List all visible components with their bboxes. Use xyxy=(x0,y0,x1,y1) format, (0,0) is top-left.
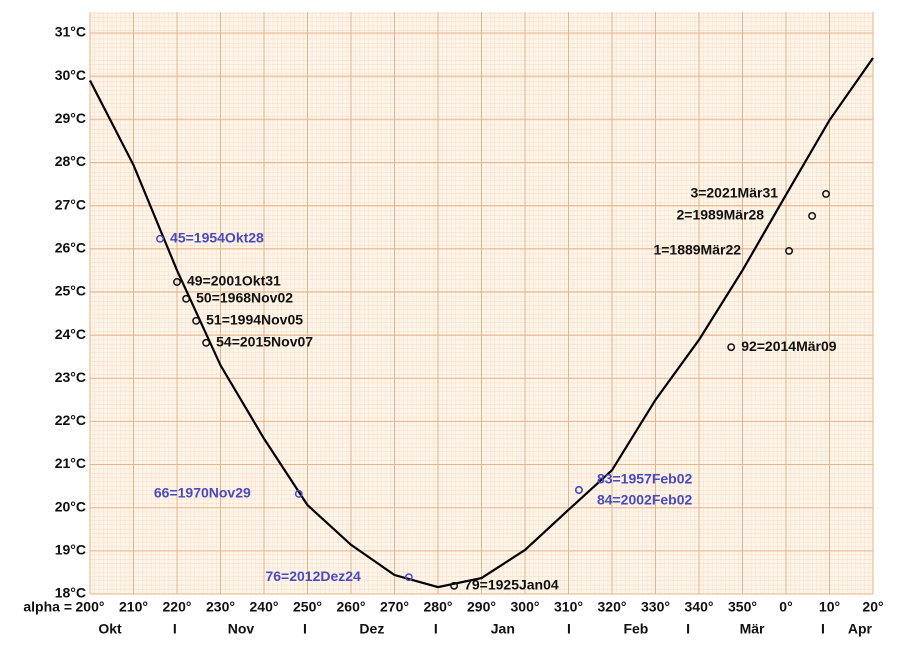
data-point xyxy=(156,234,164,243)
x-tick-label: 250° xyxy=(293,599,322,615)
month-label: Dez xyxy=(359,621,384,637)
point-label: 1=1889Mär22 xyxy=(653,242,741,258)
x-tick-label: 240° xyxy=(250,599,279,615)
x-tick-label: 340° xyxy=(685,599,714,615)
point-label: 49=2001Okt31 xyxy=(187,273,281,289)
month-label: Mär xyxy=(740,621,765,637)
data-point xyxy=(574,486,583,494)
x-tick-label: 220° xyxy=(163,599,192,615)
x-axis-label: alpha = xyxy=(23,599,72,615)
y-tick-label: 18°C xyxy=(55,585,86,601)
data-point xyxy=(808,212,817,220)
curve xyxy=(89,57,874,589)
data-point xyxy=(192,316,201,325)
x-tick-label: 310° xyxy=(554,599,583,615)
point-label: 2=1989Mär28 xyxy=(677,207,765,223)
y-tick-label: 31°C xyxy=(55,24,86,40)
month-label: Apr xyxy=(848,621,873,637)
y-tick-label: 24°C xyxy=(55,326,86,342)
point-label: 51=1994Nov05 xyxy=(206,312,303,328)
x-tick-label: 350° xyxy=(728,599,757,615)
x-tick-label: 280° xyxy=(424,599,453,615)
point-label: 45=1954Okt28 xyxy=(170,230,264,246)
y-tick-label: 23°C xyxy=(55,369,86,385)
data-point xyxy=(182,294,191,303)
month-label: Jan xyxy=(491,621,515,637)
y-tick-label: 21°C xyxy=(55,455,86,471)
month-label: Feb xyxy=(623,621,648,637)
x-tick-label: 330° xyxy=(641,599,670,615)
x-tick-label: 270° xyxy=(380,599,409,615)
x-tick-label: 260° xyxy=(337,599,366,615)
month-label: I xyxy=(821,621,825,637)
point-label: 50=1968Nov02 xyxy=(196,290,293,306)
data-point xyxy=(727,343,736,352)
point-label: 76=2012Dez24 xyxy=(265,568,361,584)
point-label: 3=2021Mär31 xyxy=(690,185,778,201)
x-tick-label: 320° xyxy=(598,599,627,615)
x-tick-label: 20° xyxy=(862,599,883,615)
month-label: I xyxy=(303,621,307,637)
y-tick-label: 22°C xyxy=(55,412,86,428)
month-label: I xyxy=(434,621,438,637)
data-point xyxy=(294,489,303,498)
y-tick-label: 30°C xyxy=(55,67,86,83)
data-point xyxy=(785,246,793,255)
y-tick-label: 29°C xyxy=(55,110,86,126)
x-tick-label: 290° xyxy=(467,599,496,615)
point-label: 54=2015Nov07 xyxy=(216,334,313,350)
x-tick-label: 200° xyxy=(76,599,105,615)
data-point xyxy=(173,278,181,286)
data-point xyxy=(450,581,459,590)
x-tick-label: 300° xyxy=(511,599,540,615)
data-point xyxy=(822,190,830,198)
y-tick-label: 25°C xyxy=(55,283,86,299)
month-label: I xyxy=(173,621,177,637)
y-tick-label: 26°C xyxy=(55,239,86,255)
point-label: 84=2002Feb02 xyxy=(597,492,693,508)
point-label: 92=2014Mär09 xyxy=(741,338,837,354)
point-label: 79=1925Jan04 xyxy=(464,577,559,593)
x-tick-label: 210° xyxy=(119,599,148,615)
x-tick-label: 230° xyxy=(206,599,235,615)
y-tick-label: 20°C xyxy=(55,498,86,514)
y-tick-label: 28°C xyxy=(55,153,86,169)
point-label: 83=1957Feb02 xyxy=(597,471,693,487)
month-label: Okt xyxy=(98,621,122,637)
x-tick-label: 0° xyxy=(779,599,792,615)
month-label: I xyxy=(686,621,690,637)
point-label: 66=1970Nov29 xyxy=(154,485,251,501)
data-point xyxy=(404,573,413,582)
y-tick-label: 27°C xyxy=(55,196,86,212)
x-tick-label: 10° xyxy=(819,599,840,615)
month-label: I xyxy=(567,621,571,637)
data-point xyxy=(202,338,211,347)
y-tick-label: 19°C xyxy=(55,542,86,558)
month-label: Nov xyxy=(228,621,255,637)
